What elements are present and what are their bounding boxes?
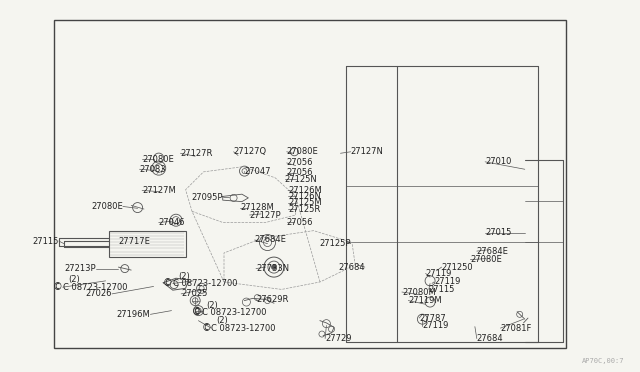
Text: 27046: 27046 xyxy=(159,218,185,227)
Text: 27733N: 27733N xyxy=(256,264,289,273)
Text: 27213P: 27213P xyxy=(65,264,96,273)
Text: 27684E: 27684E xyxy=(477,247,509,256)
Text: 27115: 27115 xyxy=(33,237,59,246)
Text: 27684: 27684 xyxy=(338,263,365,272)
Text: C 08723-12700: C 08723-12700 xyxy=(211,324,276,333)
Text: 27196M: 27196M xyxy=(116,310,150,319)
Text: 27126M: 27126M xyxy=(288,186,322,195)
Text: 27081F: 27081F xyxy=(500,324,532,333)
Text: 27080E: 27080E xyxy=(470,255,502,264)
Text: (2): (2) xyxy=(68,275,79,284)
Text: ©: © xyxy=(191,308,202,317)
Text: 27127M: 27127M xyxy=(142,186,176,195)
Text: 27787: 27787 xyxy=(419,314,446,323)
Text: 27083: 27083 xyxy=(140,165,166,174)
Text: ©: © xyxy=(201,323,211,333)
Text: C 08723-12700: C 08723-12700 xyxy=(173,279,237,288)
Text: 27125R: 27125R xyxy=(288,205,320,214)
Text: C 08723-12700: C 08723-12700 xyxy=(63,283,127,292)
Text: 27047: 27047 xyxy=(244,167,271,176)
Text: 27125M: 27125M xyxy=(288,198,322,207)
Bar xyxy=(109,231,186,257)
Text: 271250: 271250 xyxy=(442,263,473,272)
Text: ©: © xyxy=(52,282,63,292)
Text: 27056: 27056 xyxy=(287,169,313,177)
Text: 27127R: 27127R xyxy=(180,149,213,158)
Text: 27684E: 27684E xyxy=(255,235,287,244)
Text: 27015: 27015 xyxy=(485,228,511,237)
Text: (2): (2) xyxy=(178,272,189,280)
Text: 27128M: 27128M xyxy=(240,203,274,212)
Text: 27125P: 27125P xyxy=(319,239,351,248)
Text: 27729: 27729 xyxy=(325,334,351,343)
Circle shape xyxy=(271,264,276,270)
Text: AP70C,00:7: AP70C,00:7 xyxy=(582,358,624,364)
Text: 27119: 27119 xyxy=(426,269,452,278)
Text: 27717E: 27717E xyxy=(118,237,150,246)
Text: 27125N: 27125N xyxy=(285,175,317,184)
Text: 27127N: 27127N xyxy=(351,147,383,156)
Text: 27629R: 27629R xyxy=(256,295,289,304)
Text: 27095P: 27095P xyxy=(191,193,223,202)
Text: 27127P: 27127P xyxy=(250,211,281,219)
Text: 27080E: 27080E xyxy=(142,155,174,164)
Text: (2): (2) xyxy=(216,316,228,325)
Text: 27127Q: 27127Q xyxy=(234,147,267,156)
Bar xyxy=(54,20,566,348)
Text: 27119M: 27119M xyxy=(408,296,442,305)
Text: 27684: 27684 xyxy=(477,334,504,343)
Text: 27119: 27119 xyxy=(422,321,449,330)
Text: 27080M: 27080M xyxy=(402,288,436,296)
Text: 27080E: 27080E xyxy=(287,147,319,156)
Text: 27115: 27115 xyxy=(429,285,455,294)
Text: 27056: 27056 xyxy=(287,218,313,227)
Text: 27080E: 27080E xyxy=(91,202,123,211)
Text: ©: © xyxy=(163,279,173,288)
Text: 27056: 27056 xyxy=(287,158,313,167)
Text: 27119: 27119 xyxy=(434,278,460,286)
Text: 27026: 27026 xyxy=(86,289,112,298)
Text: (2): (2) xyxy=(207,301,218,310)
Text: 27126N: 27126N xyxy=(288,192,321,201)
Text: 27010: 27010 xyxy=(485,157,511,166)
Text: C 08723-12700: C 08723-12700 xyxy=(202,308,266,317)
Text: 27025: 27025 xyxy=(181,289,207,298)
